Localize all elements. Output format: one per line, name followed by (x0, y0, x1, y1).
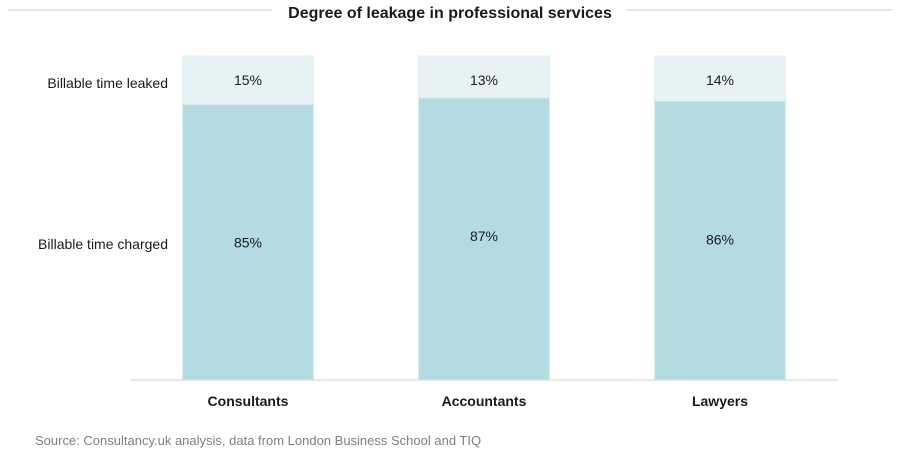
bar-group: 85% 15% 87% 13% 86% 14% (182, 55, 786, 381)
data-label-consultants-charged: 85% (234, 235, 262, 251)
bar-accountants-charged (418, 98, 550, 381)
bar-lawyers-charged (654, 101, 786, 381)
bar-lawyers-leaked (654, 55, 786, 102)
category-label-lawyers: Lawyers (692, 393, 748, 409)
row-label-charged: Billable time charged (38, 236, 168, 252)
category-label-accountants: Accountants (442, 393, 527, 409)
source-note: Source: Consultancy.uk analysis, data fr… (35, 433, 481, 448)
bar-accountants-leaked (418, 55, 550, 99)
data-label-consultants-leaked: 15% (234, 72, 262, 88)
chart-title: Degree of leakage in professional servic… (288, 5, 612, 22)
data-label-lawyers-leaked: 14% (706, 72, 734, 88)
bar-consultants-leaked (182, 55, 314, 105)
bar-consultants-charged (182, 104, 314, 380)
category-label-consultants: Consultants (208, 393, 289, 409)
data-label-accountants-charged: 87% (470, 228, 498, 244)
data-label-lawyers-charged: 86% (706, 231, 734, 247)
data-label-accountants-leaked: 13% (470, 72, 498, 88)
row-label-leaked: Billable time leaked (47, 75, 168, 91)
